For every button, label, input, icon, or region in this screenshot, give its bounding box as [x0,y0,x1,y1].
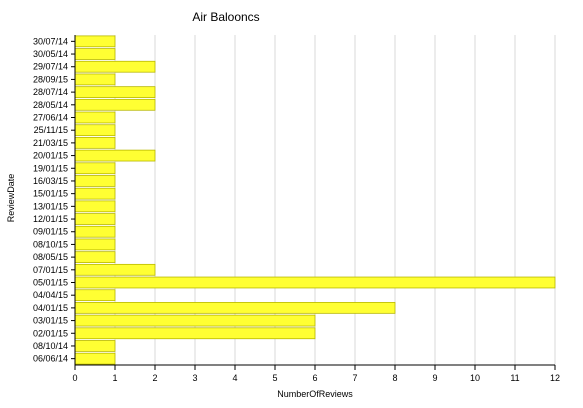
y-tick-label: 21/03/15 [33,138,68,148]
x-tick-label: 0 [72,373,77,383]
bar [74,225,116,238]
bar [74,137,116,149]
y-tick-label: 13/01/15 [33,201,68,211]
bar [74,98,156,111]
x-tick-label: 11 [510,373,519,383]
y-tick-label: 08/10/15 [33,239,68,249]
bar [74,162,116,175]
y-tick-label: 29/07/14 [33,62,68,72]
x-tick-label: 5 [272,373,277,383]
y-axis: 30/07/14 30/05/14 29/07/14 28/09/15 28/07/14… [33,35,76,365]
bar [74,124,116,137]
y-tick-label: 25/11/15 [34,125,68,135]
bar [74,289,116,302]
x-tick-label: 6 [312,373,317,383]
y-tick-label: 12/01/15 [33,214,68,224]
y-tick-label: 27/06/14 [33,113,68,123]
x-tick-label: 9 [432,373,437,383]
x-tick-label: 7 [352,373,357,383]
y-tick-label: 15/01/15 [33,189,68,199]
y-tick-label: 04/01/15 [33,303,68,313]
bar [74,340,116,352]
y-tick-label: 19/01/15 [33,163,68,173]
bar [74,187,116,200]
y-tick-label: 08/05/15 [33,252,68,262]
x-tick-label: 2 [152,373,157,383]
x-tick-label: 4 [232,373,237,383]
bar [74,251,116,263]
y-tick-label: 30/07/14 [33,36,68,46]
y-tick-label: 16/03/15 [33,176,68,186]
bar [74,314,316,327]
y-tick-label: 08/10/14 [33,341,68,351]
bar [74,352,116,365]
bar [74,327,316,340]
bar [74,263,156,276]
bar [74,276,556,289]
chart-title: Air Balooncs [192,10,259,24]
bars [74,35,556,365]
bar [74,86,156,98]
bar [74,213,116,225]
bar [74,200,116,213]
x-tick-label: 8 [392,373,397,383]
x-tick-label: 10 [470,373,480,383]
bar [74,60,156,73]
y-tick-label: 09/01/15 [33,227,68,237]
bar [74,48,116,60]
bar [74,111,116,124]
x-tick-label: 12 [550,373,560,383]
y-tick-label: 04/04/15 [33,290,68,300]
bar [74,302,396,314]
x-tick-label: 1 [112,373,117,383]
y-tick-label: 20/01/15 [33,151,68,161]
y-tick-label: 05/01/15 [33,278,68,288]
bar [74,73,116,86]
y-tick-label: 03/01/15 [33,316,68,326]
y-tick-label: 02/01/15 [33,328,68,338]
bar [74,175,116,187]
y-tick-label: 28/05/14 [33,100,68,110]
bar [74,238,116,251]
y-tick-label: 07/01/15 [33,265,68,275]
y-tick-label: 28/09/15 [33,74,68,84]
x-tick-label: 3 [192,373,197,383]
y-tick-label: 30/05/14 [33,49,68,59]
bar [74,35,116,48]
y-tick-label: 28/07/14 [33,87,68,97]
bar [74,149,156,162]
x-axis: 0 1 2 3 4 5 6 7 8 9 10 11 12 [72,364,560,383]
y-tick-label: 06/06/14 [33,354,68,364]
y-axis-label: ReviewDate [6,174,16,223]
x-axis-label: NumberOfReviews [277,389,353,399]
